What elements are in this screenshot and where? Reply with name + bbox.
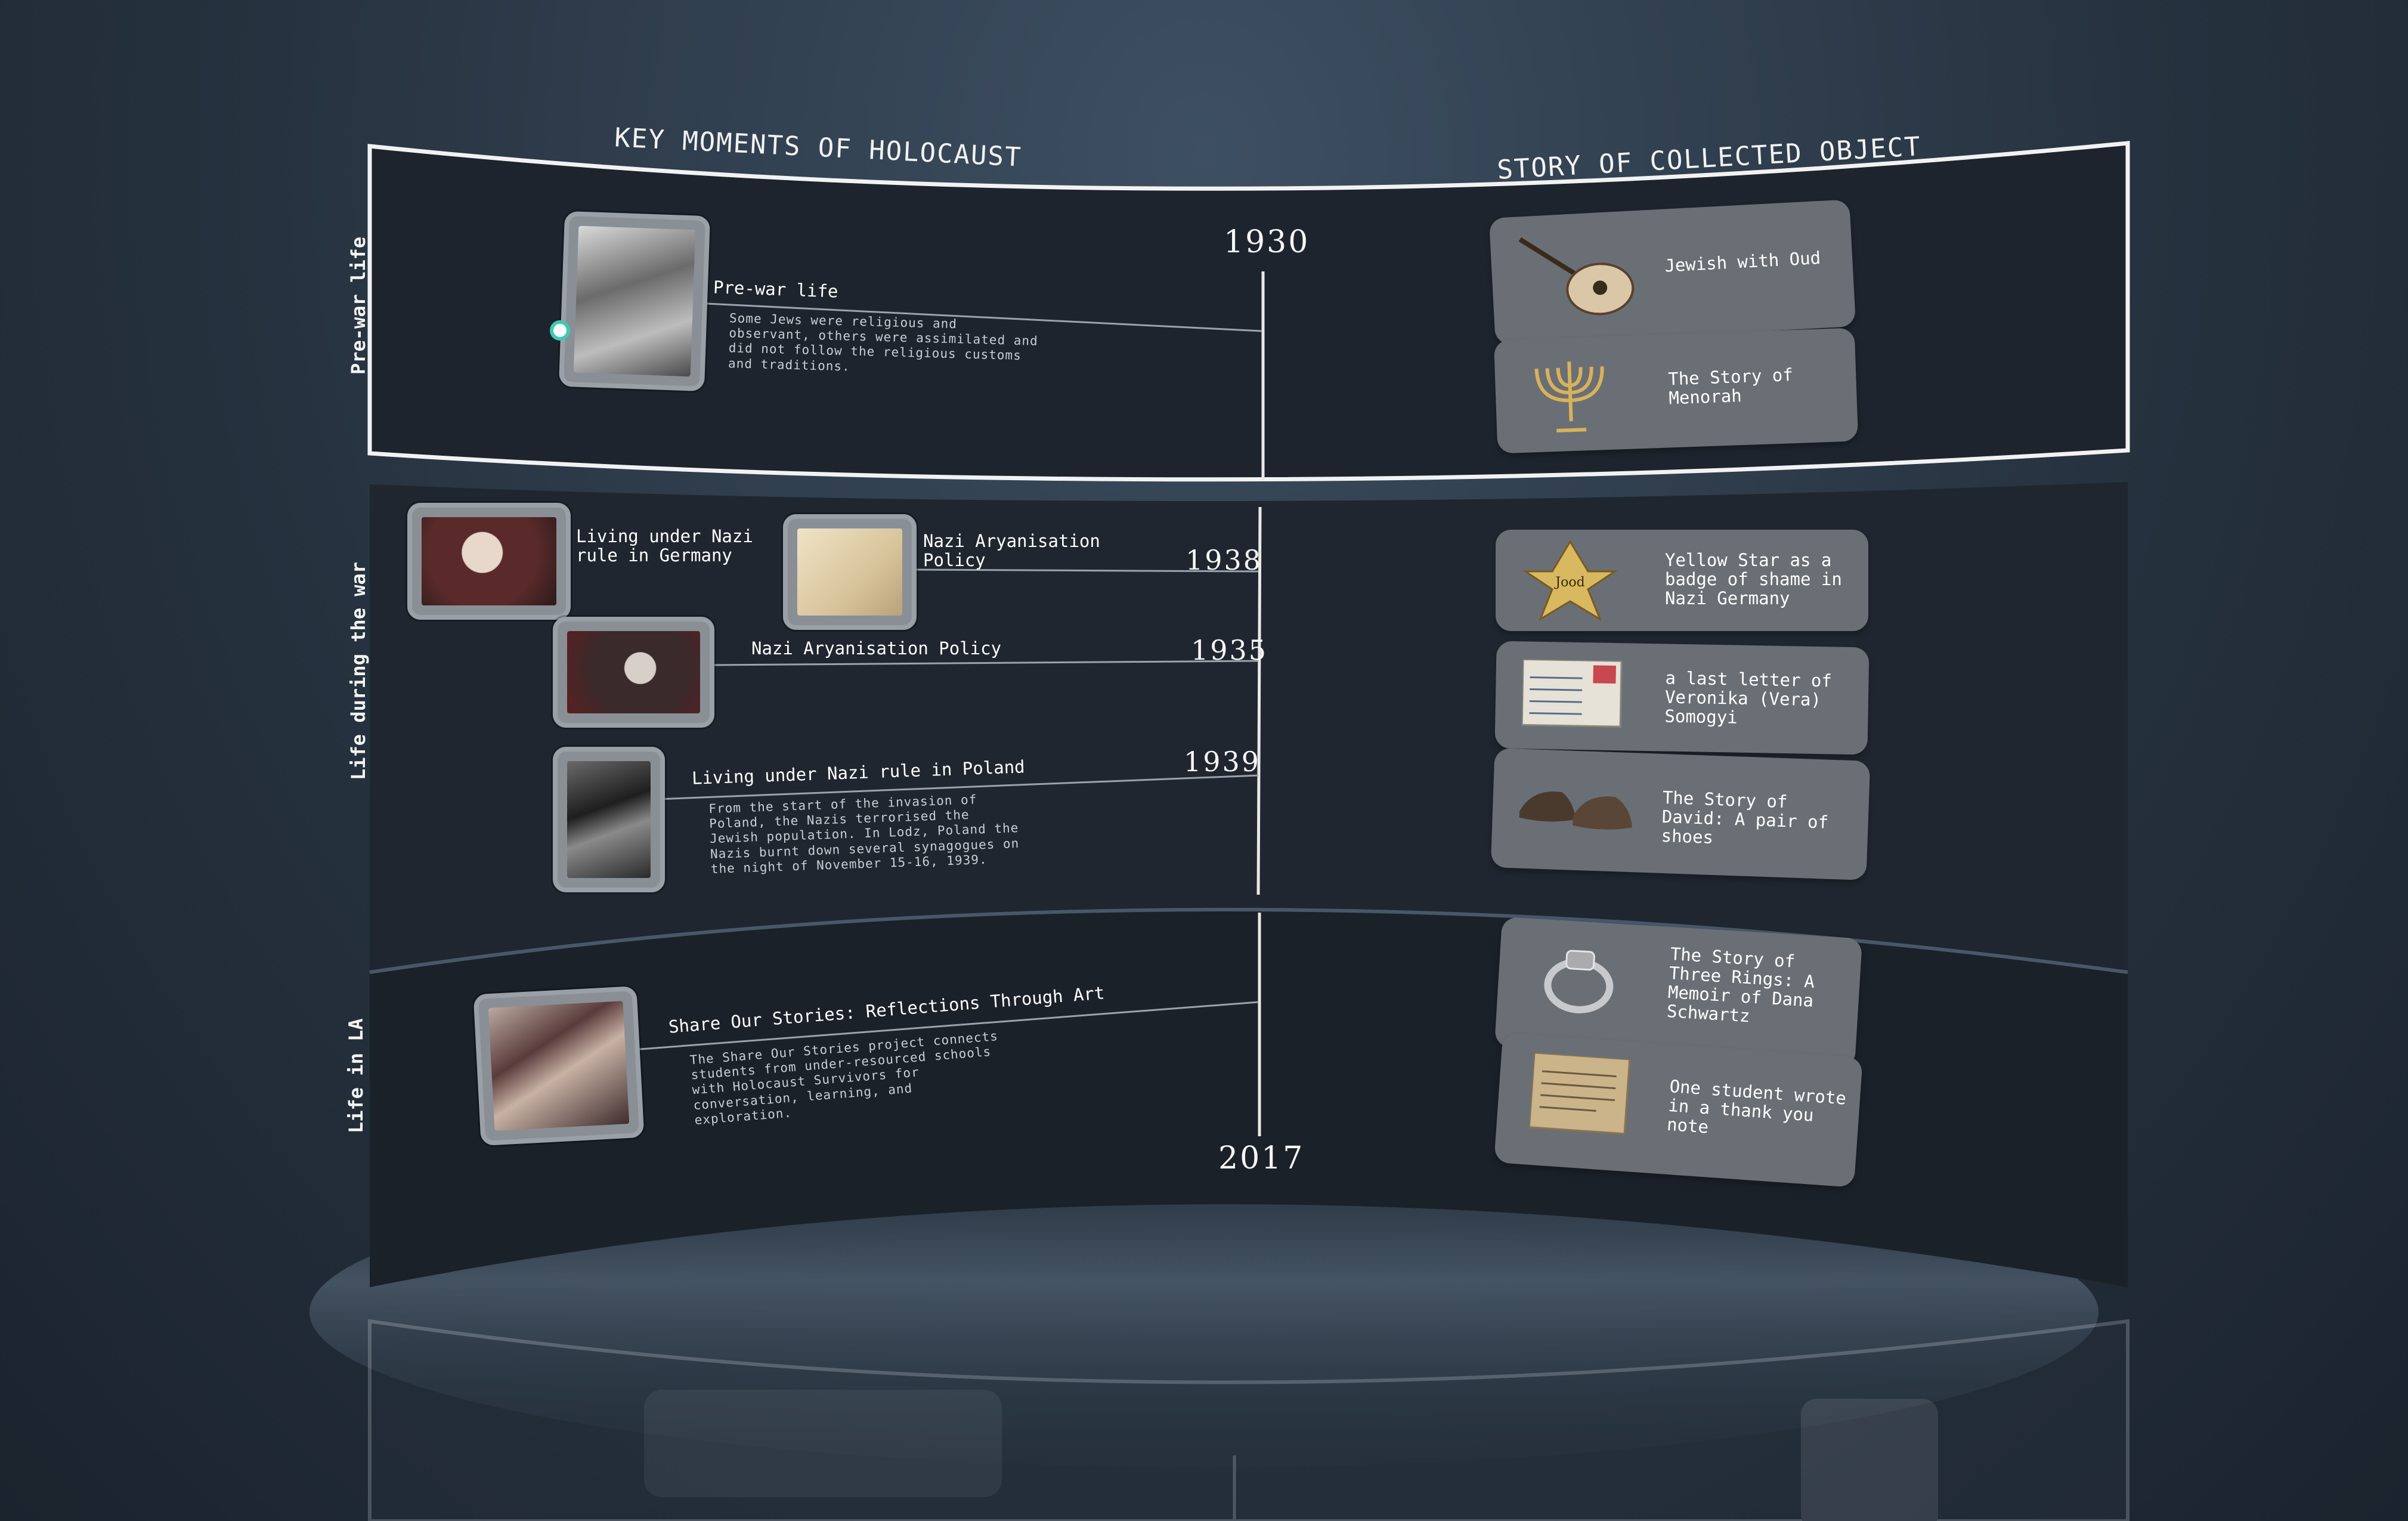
shoes-icon (1519, 792, 1633, 830)
aryan-video-still (567, 631, 700, 713)
object-card-three-rings[interactable]: The Story of Three Rings: A Memoir of Da… (1494, 916, 1863, 1069)
timeline-axis-mid (1256, 506, 1262, 895)
event-desc-poland: From the start of the invasion of Poland… (708, 792, 1020, 876)
connector-1935 (712, 660, 1259, 666)
section-label-prewar: Pre-war life (347, 236, 370, 375)
object-card-shoes[interactable]: The Story of David: A pair of shoes (1490, 748, 1871, 880)
reflection (368, 1319, 2130, 1521)
event-title-germany[interactable]: Living under Nazi rule in Germany (576, 526, 753, 565)
germany-video-still (422, 517, 556, 605)
object-card-yellow-star[interactable]: Jood Yellow Star as a badge of shame in … (1496, 530, 1868, 631)
share-photo (488, 1001, 630, 1131)
aryan-document-photo (797, 528, 902, 616)
event-thumb-germany[interactable] (407, 503, 571, 620)
connector-1939 (655, 774, 1259, 800)
menorah-icon (1534, 361, 1604, 433)
object-label-menorah: The Story of Menorah (1667, 364, 1794, 409)
section-label-during-war: Life during the war (347, 561, 370, 780)
object-card-last-letter[interactable]: a last letter of Veronika (Vera) Somogyi (1494, 641, 1870, 755)
connector-prewar (694, 302, 1262, 332)
floor-glow (309, 1157, 2099, 1467)
event-title-aryan-1935[interactable]: Nazi Aryanisation Policy (751, 638, 1002, 659)
oud-icon (1518, 237, 1635, 316)
connector-1938 (912, 568, 1259, 573)
year-1935: 1935 (1191, 634, 1268, 666)
object-label-oud: Jewish with Oud (1664, 247, 1821, 276)
object-card-oud[interactable]: Jewish with Oud (1488, 199, 1856, 345)
object-label-yellow-star: Yellow Star as a badge of shame in Nazi … (1665, 550, 1842, 608)
year-1939: 1939 (1184, 746, 1261, 778)
year-end: 2017 (1218, 1140, 1305, 1176)
panel-prewar-frame (367, 141, 2130, 482)
object-label-three-rings: The Story of Three Rings: A Memoir of Da… (1666, 944, 1816, 1027)
event-title-aryan-1938[interactable]: Nazi Aryanisation Policy (923, 531, 1100, 570)
letter-icon (1522, 659, 1623, 728)
year-1938: 1938 (1186, 544, 1263, 576)
year-start: 1930 (1224, 224, 1310, 260)
event-thumb-share[interactable] (473, 986, 645, 1146)
note-icon (1529, 1052, 1631, 1135)
ring-icon (1544, 950, 1614, 1013)
yellow-star-icon: Jood (1522, 540, 1618, 622)
event-thumb-poland[interactable] (553, 747, 665, 892)
object-card-thank-you-note[interactable]: One student wrote in a thank you note (1494, 1032, 1863, 1188)
object-label-last-letter: a last letter of Veronika (Vera) Somogyi (1664, 667, 1833, 728)
event-desc-prewar: Some Jews were religious and observant, … (728, 311, 1039, 374)
section-label-la: Life in LA (345, 1018, 367, 1133)
poland-photo (567, 761, 651, 878)
object-label-shoes: The Story of David: A pair of shoes (1661, 787, 1829, 848)
event-thumb-prewar[interactable] (558, 211, 711, 392)
event-thumb-aryan-1935[interactable] (553, 617, 714, 728)
prewar-photo (573, 225, 696, 377)
object-card-menorah[interactable]: The Story of Menorah (1493, 327, 1859, 454)
connector-share (632, 1001, 1259, 1051)
object-label-thank-you-note: One student wrote in a thank you note (1666, 1075, 1847, 1137)
star-text: Jood (1554, 575, 1584, 590)
selected-marker-dot[interactable] (550, 320, 570, 341)
event-thumb-aryan-1938[interactable] (783, 514, 917, 630)
